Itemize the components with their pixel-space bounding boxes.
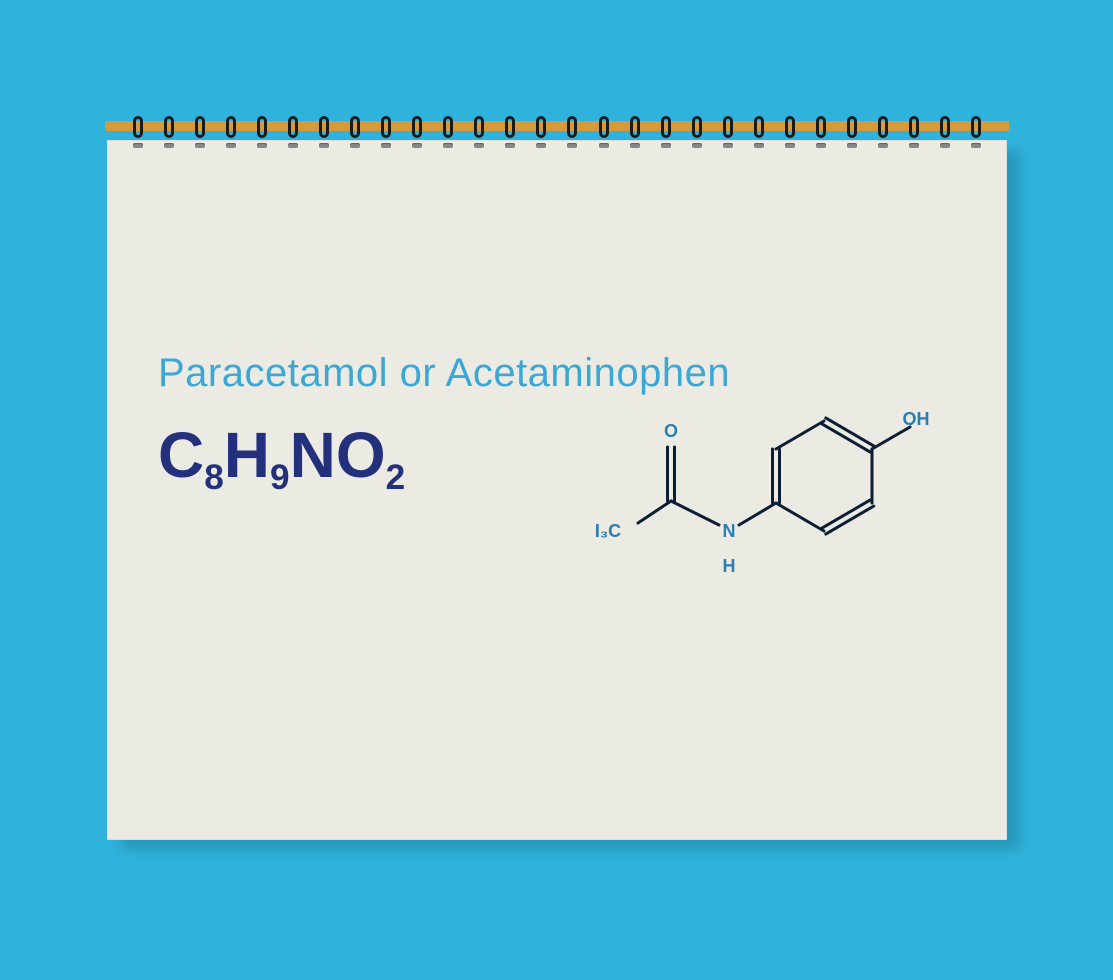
spiral-ring — [285, 110, 301, 150]
spiral-ring — [906, 110, 922, 150]
spiral-ring — [254, 110, 270, 150]
formula-element: C — [158, 419, 204, 491]
spiral-ring — [658, 110, 674, 150]
spiral-ring — [627, 110, 643, 150]
spiral-ring — [782, 110, 798, 150]
formula-subscript: 8 — [204, 458, 224, 497]
spiral-ring — [471, 110, 487, 150]
spiral-ring — [223, 110, 239, 150]
spiral-ring — [409, 110, 425, 150]
spiral-ring — [440, 110, 456, 150]
spiral-ring — [937, 110, 953, 150]
svg-text:H: H — [723, 556, 736, 576]
spiral-ring — [316, 110, 332, 150]
formula-element: H — [224, 419, 270, 491]
paper: Paracetamol or Acetaminophen C8H9NO2 H₃C… — [107, 140, 1007, 840]
stage: Paracetamol or Acetaminophen C8H9NO2 H₃C… — [0, 0, 1113, 980]
structure-svg: H₃C O NH OH — [596, 391, 936, 591]
spiral-ring — [844, 110, 860, 150]
formula-element: NO — [290, 419, 386, 491]
svg-text:N: N — [723, 521, 736, 541]
formula-subscript: 9 — [270, 458, 290, 497]
formula-subscript: 2 — [386, 458, 406, 497]
spiral-ring — [564, 110, 580, 150]
spiral-ring — [689, 110, 705, 150]
spiral-ring — [751, 110, 767, 150]
structural-formula: H₃C O NH OH — [596, 391, 936, 591]
spiral-ring — [533, 110, 549, 150]
spiral-ring — [130, 110, 146, 150]
spiral-binding — [107, 110, 1007, 150]
compound-title: Paracetamol or Acetaminophen — [158, 351, 958, 396]
svg-text:H₃C: H₃C — [596, 521, 621, 541]
svg-text:O: O — [664, 421, 678, 441]
spiral-ring — [813, 110, 829, 150]
spiral-ring — [347, 110, 363, 150]
notepad: Paracetamol or Acetaminophen C8H9NO2 H₃C… — [107, 110, 1007, 830]
spiral-ring — [875, 110, 891, 150]
spiral-ring — [502, 110, 518, 150]
spiral-ring — [596, 110, 612, 150]
spiral-ring — [968, 110, 984, 150]
svg-text:OH: OH — [903, 409, 930, 429]
spiral-ring — [378, 110, 394, 150]
spiral-ring — [720, 110, 736, 150]
spiral-ring — [161, 110, 177, 150]
spiral-ring — [192, 110, 208, 150]
